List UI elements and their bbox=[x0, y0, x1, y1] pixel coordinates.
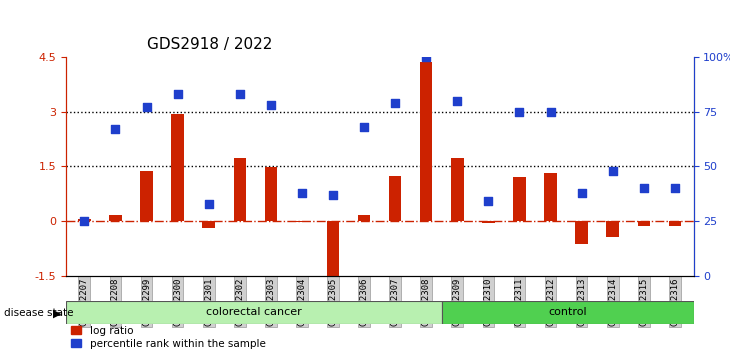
Bar bbox=[575, 221, 588, 244]
Bar bbox=[545, 173, 557, 221]
Bar bbox=[110, 215, 122, 221]
Point bbox=[358, 124, 370, 130]
Bar bbox=[202, 221, 215, 228]
Bar bbox=[482, 221, 495, 223]
Point bbox=[234, 91, 245, 97]
Point bbox=[172, 91, 183, 97]
Text: disease state: disease state bbox=[4, 308, 73, 318]
Bar bbox=[607, 221, 619, 236]
Bar bbox=[420, 62, 432, 221]
Bar bbox=[172, 114, 184, 221]
Point bbox=[296, 190, 308, 195]
Point bbox=[265, 102, 277, 108]
Point bbox=[79, 218, 91, 224]
Bar bbox=[637, 221, 650, 225]
Text: colorectal cancer: colorectal cancer bbox=[206, 307, 302, 318]
Text: ▶: ▶ bbox=[53, 308, 61, 318]
Point bbox=[545, 109, 556, 114]
Point bbox=[638, 185, 650, 191]
Legend: log ratio, percentile rank within the sample: log ratio, percentile rank within the sa… bbox=[71, 326, 266, 349]
FancyBboxPatch shape bbox=[442, 301, 694, 324]
Point bbox=[389, 100, 401, 105]
Bar bbox=[513, 177, 526, 221]
Point bbox=[203, 201, 215, 206]
Text: GDS2918 / 2022: GDS2918 / 2022 bbox=[147, 37, 273, 52]
Point bbox=[514, 109, 526, 114]
Point bbox=[576, 190, 588, 195]
Point bbox=[607, 168, 618, 173]
Bar bbox=[140, 171, 153, 221]
Point bbox=[110, 126, 121, 132]
Point bbox=[420, 54, 432, 59]
Bar bbox=[264, 167, 277, 221]
Bar bbox=[234, 158, 246, 221]
Point bbox=[327, 192, 339, 198]
Bar bbox=[451, 158, 464, 221]
Text: control: control bbox=[549, 307, 587, 318]
Bar bbox=[669, 221, 681, 225]
FancyBboxPatch shape bbox=[66, 301, 442, 324]
Point bbox=[483, 199, 494, 204]
Bar bbox=[78, 219, 91, 221]
Bar bbox=[358, 215, 370, 221]
Bar bbox=[327, 221, 339, 278]
Bar bbox=[296, 221, 308, 222]
Point bbox=[141, 104, 153, 110]
Point bbox=[669, 185, 680, 191]
Bar bbox=[389, 176, 402, 221]
Point bbox=[451, 98, 463, 103]
